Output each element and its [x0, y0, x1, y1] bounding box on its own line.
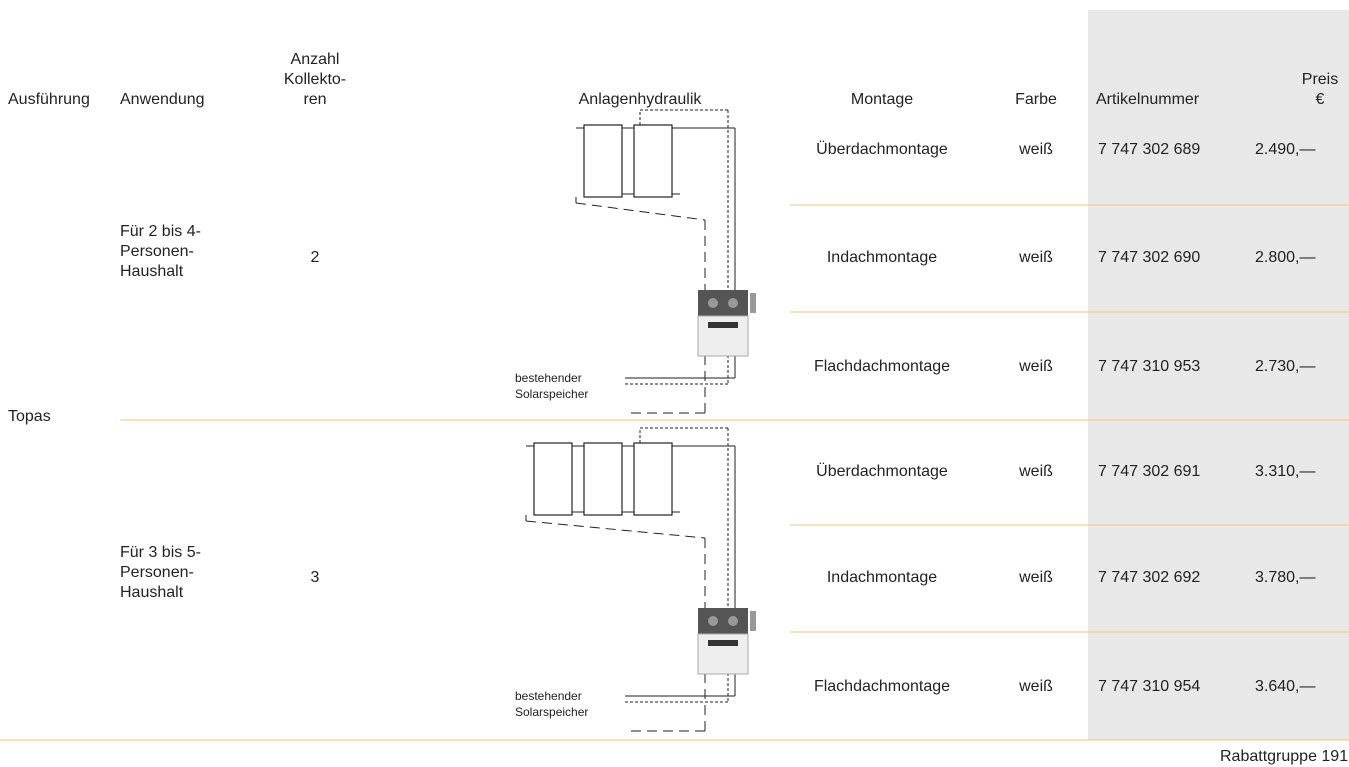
mounting: Flachdachmontage — [813, 358, 951, 375]
station — [698, 608, 748, 634]
color: weiß — [1019, 678, 1053, 695]
station — [698, 290, 748, 316]
header-cell: ren — [303, 91, 327, 108]
header-cell: Anzahl — [290, 51, 340, 68]
collector — [583, 442, 623, 516]
price: 2.490,— — [1255, 141, 1316, 158]
application: Für 3 bis 5- — [120, 544, 201, 561]
header-cell: Farbe — [1015, 91, 1057, 108]
application: Für 2 bis 4- — [120, 223, 201, 240]
application: Haushalt — [120, 263, 184, 280]
article-number: 7 747 302 692 — [1098, 569, 1201, 586]
footer-note: Rabattgruppe 191 — [1220, 748, 1349, 765]
header-cell: Anwendung — [120, 91, 205, 108]
article-number: 7 747 310 954 — [1098, 678, 1201, 695]
header-cell: Artikelnummer — [1096, 91, 1200, 108]
diagram-label: Solarspeicher — [515, 705, 589, 719]
price: 2.730,— — [1255, 358, 1316, 375]
product-name: Topas — [8, 408, 51, 425]
article-number: 7 747 302 689 — [1098, 141, 1201, 158]
station — [750, 293, 756, 313]
station — [708, 640, 738, 646]
diagram-label: bestehender — [515, 689, 582, 703]
color: weiß — [1019, 358, 1053, 375]
mounting: Flachdachmontage — [813, 678, 951, 695]
mounting: Überdachmontage — [816, 141, 948, 158]
collector-count: 3 — [310, 569, 320, 586]
mounting: Indachmontage — [826, 569, 938, 586]
pipe — [525, 520, 706, 539]
header-cell: Ausführung — [8, 91, 90, 108]
color: weiß — [1019, 569, 1053, 586]
mounting: Indachmontage — [826, 249, 938, 266]
header-cell: Anlagenhydraulik — [578, 91, 702, 108]
station — [728, 616, 738, 626]
collector — [633, 442, 673, 516]
price: 3.310,— — [1255, 463, 1316, 480]
color: weiß — [1019, 463, 1053, 480]
price: 3.780,— — [1255, 569, 1316, 586]
header-cell: Montage — [850, 91, 914, 108]
application: Haushalt — [120, 584, 184, 601]
header-cell: Preis — [1301, 71, 1339, 88]
diagram-label: Solarspeicher — [515, 387, 589, 401]
station — [697, 633, 749, 675]
station — [750, 611, 756, 631]
collector — [583, 124, 623, 198]
article-number: 7 747 302 691 — [1098, 463, 1201, 480]
station — [728, 298, 738, 308]
collector-count: 2 — [310, 249, 320, 266]
article-number: 7 747 302 690 — [1098, 249, 1201, 266]
mounting: Überdachmontage — [816, 463, 948, 480]
header-cell: Kollekto- — [283, 71, 347, 88]
price: 3.640,— — [1255, 678, 1316, 695]
application: Personen- — [120, 243, 194, 260]
diagram-label: bestehender — [515, 371, 582, 385]
header-cell: € — [1315, 91, 1325, 108]
price: 2.800,— — [1255, 249, 1316, 266]
collector — [533, 442, 573, 516]
color: weiß — [1019, 141, 1053, 158]
station — [708, 322, 738, 328]
station — [708, 616, 718, 626]
article-number: 7 747 310 953 — [1098, 358, 1201, 375]
price-column-bg — [1088, 10, 1349, 740]
pipe — [575, 202, 706, 221]
station — [708, 298, 718, 308]
collector — [633, 124, 673, 198]
color: weiß — [1019, 249, 1053, 266]
application: Personen- — [120, 564, 194, 581]
